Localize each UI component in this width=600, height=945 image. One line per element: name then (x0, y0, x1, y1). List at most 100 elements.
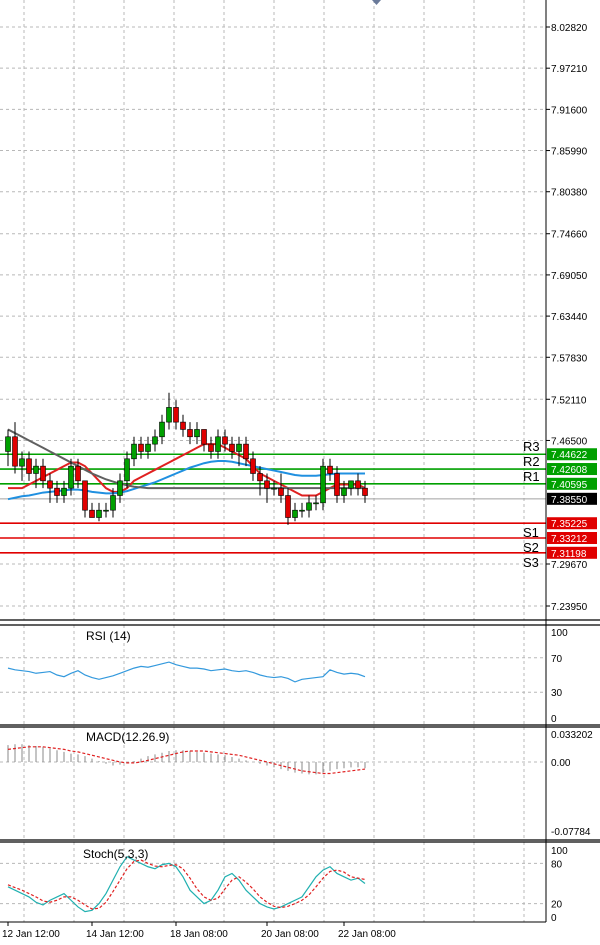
pivot-tag-value: 7.35225 (551, 519, 588, 530)
rsi-tick-label: 30 (551, 688, 563, 699)
candle (187, 422, 193, 445)
candle-body (250, 458, 256, 474)
pivot-label-s3: S3 (523, 555, 539, 570)
candle (313, 495, 319, 511)
time-tick-label: 22 Jan 08:00 (338, 929, 396, 940)
price-tick-label: 7.57830 (551, 353, 588, 364)
candle (75, 458, 81, 489)
stoch-title: Stoch(5,3,3) (83, 847, 148, 861)
candle (138, 436, 144, 459)
pivot-label-r1: R1 (523, 469, 540, 484)
candle (243, 436, 249, 467)
candle-body (68, 465, 74, 489)
candle (180, 414, 186, 437)
pivot-tag-value: 7.44622 (551, 450, 588, 461)
price-tick-label: 7.23950 (551, 602, 588, 613)
candle-body (348, 480, 354, 489)
candle (117, 473, 123, 503)
candle-body (75, 465, 81, 482)
pivot-tag-value: 7.40595 (551, 480, 588, 491)
candle (82, 480, 88, 518)
candle-body (159, 421, 165, 438)
candle (299, 502, 305, 518)
candle (292, 502, 298, 522)
pivot-label-r3: R3 (523, 439, 540, 454)
stoch-main-line (7, 855, 366, 913)
candle-body (201, 429, 207, 445)
candle-body (19, 458, 25, 467)
pivot-tag-bg (547, 448, 597, 461)
candle-body (96, 509, 102, 518)
candle-body (54, 487, 60, 496)
candle (54, 480, 60, 503)
price-tick-label: 7.80380 (551, 188, 588, 199)
candle (166, 392, 172, 430)
candle (110, 488, 116, 518)
candle-body (82, 480, 88, 511)
rsi-line (7, 661, 366, 683)
candle-body (110, 495, 116, 511)
candle-body (152, 436, 158, 445)
pivot-tag-bg (547, 463, 597, 476)
candle (131, 436, 137, 467)
candle-body (40, 465, 46, 482)
candle-body (334, 473, 340, 496)
candle-body (187, 429, 193, 438)
chart-shift-marker-icon[interactable] (372, 0, 381, 5)
rsi-tick-label: 70 (551, 654, 563, 665)
price-tick-label: 7.29670 (551, 560, 588, 571)
price-tick-label: 7.46500 (551, 436, 588, 447)
candle-body (131, 443, 137, 460)
candle (264, 473, 270, 503)
candle (201, 429, 207, 452)
macd-tick-label: -0.07784 (551, 827, 591, 838)
candle-body (117, 480, 123, 496)
candle (40, 458, 46, 489)
candle-body (313, 502, 319, 505)
candle-body (271, 487, 277, 490)
price-tick-label: 8.02820 (551, 23, 588, 34)
candle (334, 466, 340, 503)
candle-body (12, 436, 18, 467)
current-price-tag-bg (547, 492, 597, 505)
price-tick-label: 7.52110 (551, 395, 587, 406)
moving-average-ema_mid (7, 460, 365, 501)
axes-labels: 8.02820 7.97210 7.91600 7.85990 7.80380 7.746… (2, 23, 597, 940)
stoch-tick-label: 80 (551, 859, 563, 870)
macd-tick-label: 0.00 (551, 758, 571, 769)
candle (159, 414, 165, 445)
candle-body (229, 443, 235, 452)
candle (124, 451, 130, 489)
candle-body (222, 436, 228, 445)
price-tick-label: 7.74660 (551, 230, 588, 241)
candle-body (215, 436, 221, 452)
candle (96, 502, 102, 522)
candle (103, 502, 109, 518)
pivot-tag-value: 7.33212 (551, 534, 588, 545)
time-tick-label: 14 Jan 12:00 (86, 929, 144, 940)
candle-body (285, 495, 291, 518)
candle (362, 480, 368, 503)
candle (26, 451, 32, 481)
indicator-panels (7, 661, 366, 913)
moving-average-ema_fast (8, 443, 366, 497)
candle (278, 473, 284, 503)
macd-tick-label: 0.033202 (551, 730, 593, 741)
time-tick-label: 18 Jan 08:00 (170, 929, 228, 940)
candle-body (306, 502, 312, 511)
pivot-tag-value: 7.42608 (551, 465, 588, 476)
candle-body (320, 465, 326, 504)
candle (47, 473, 53, 503)
candle (250, 451, 256, 481)
rsi-tick-label: 0 (551, 714, 557, 725)
price-candles (5, 392, 368, 525)
stoch-tick-label: 0 (551, 913, 557, 924)
candle-body (124, 458, 130, 482)
candle (271, 480, 277, 496)
candle-body (47, 480, 53, 489)
candle (33, 458, 39, 489)
stoch-tick-label: 100 (551, 846, 568, 857)
price-tick-label: 7.85990 (551, 147, 588, 158)
